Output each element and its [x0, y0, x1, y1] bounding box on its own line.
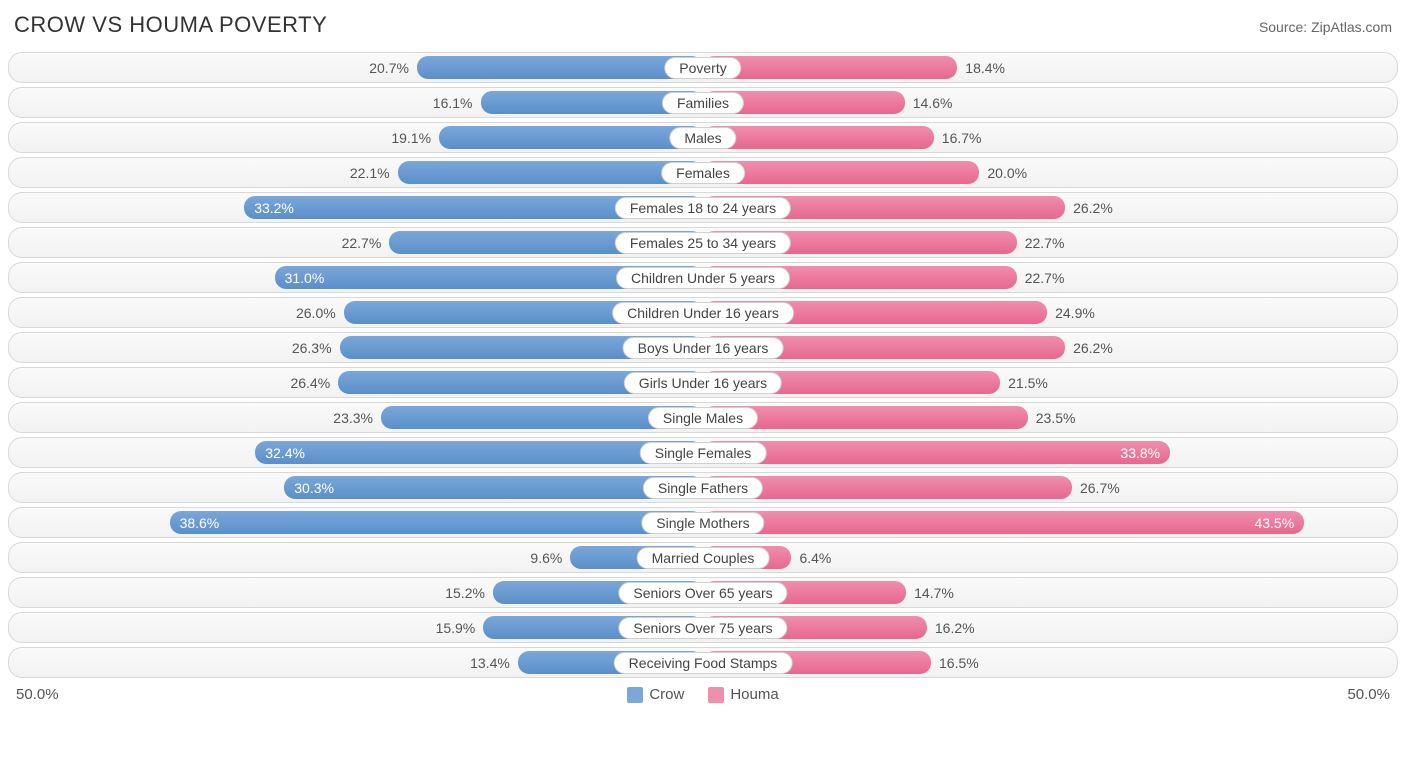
category-label: Single Females: [640, 442, 767, 464]
bar-left: [439, 126, 703, 149]
legend-label: Crow: [649, 686, 684, 703]
bar-left: [417, 56, 703, 79]
category-label: Seniors Over 75 years: [618, 617, 787, 639]
chart-row: 26.3% 26.2% Boys Under 16 years: [8, 332, 1398, 363]
value-left: 26.3%: [292, 340, 332, 356]
category-label: Children Under 16 years: [612, 302, 794, 324]
value-left: 26.4%: [290, 375, 330, 391]
chart-row: 20.7% 18.4% Poverty: [8, 52, 1398, 83]
value-right: 26.2%: [1073, 200, 1113, 216]
category-label: Children Under 5 years: [616, 267, 790, 289]
bar-left: [255, 441, 703, 464]
chart-row: 26.4% 21.5% Girls Under 16 years: [8, 367, 1398, 398]
value-right: 14.6%: [913, 95, 953, 111]
category-label: Families: [662, 92, 744, 114]
chart-row: 33.2% 26.2% Females 18 to 24 years: [8, 192, 1398, 223]
chart-row: 19.1% 16.7% Males: [8, 122, 1398, 153]
diverging-bar-chart: 20.7% 18.4% Poverty 16.1% 14.6% Families 19.1%…: [8, 52, 1398, 678]
value-right: 18.4%: [965, 60, 1005, 76]
value-left: 30.3%: [294, 480, 334, 496]
value-left: 19.1%: [391, 130, 431, 146]
value-right: 16.5%: [939, 655, 979, 671]
value-left: 32.4%: [265, 445, 305, 461]
value-left: 38.6%: [180, 515, 220, 531]
legend-item: Crow: [627, 686, 684, 703]
category-label: Males: [669, 127, 736, 149]
value-right: 22.7%: [1025, 270, 1065, 286]
chart-title: CROW VS HOUMA POVERTY: [14, 12, 327, 38]
legend-item: Houma: [708, 686, 778, 703]
legend: Crow Houma: [627, 686, 778, 703]
value-right: 16.7%: [942, 130, 982, 146]
category-label: Single Mothers: [641, 512, 764, 534]
value-right: 43.5%: [1254, 515, 1294, 531]
legend-label: Houma: [730, 686, 778, 703]
value-left: 33.2%: [254, 200, 294, 216]
value-right: 33.8%: [1120, 445, 1160, 461]
chart-row: 31.0% 22.7% Children Under 5 years: [8, 262, 1398, 293]
value-left: 16.1%: [433, 95, 473, 111]
value-left: 26.0%: [296, 305, 336, 321]
value-right: 6.4%: [799, 550, 831, 566]
value-left: 22.7%: [342, 235, 382, 251]
value-left: 23.3%: [333, 410, 373, 426]
category-label: Females: [661, 162, 745, 184]
chart-source: Source: ZipAtlas.com: [1259, 19, 1392, 35]
bar-right: [703, 126, 934, 149]
category-label: Single Fathers: [643, 477, 763, 499]
chart-footer: 50.0% Crow Houma 50.0%: [8, 682, 1398, 703]
axis-right-max: 50.0%: [1347, 686, 1390, 703]
category-label: Married Couples: [637, 547, 770, 569]
value-left: 15.2%: [445, 585, 485, 601]
value-right: 20.0%: [987, 165, 1027, 181]
value-right: 24.9%: [1055, 305, 1095, 321]
chart-row: 16.1% 14.6% Families: [8, 87, 1398, 118]
value-right: 21.5%: [1008, 375, 1048, 391]
legend-swatch: [708, 687, 724, 703]
chart-row: 15.2% 14.7% Seniors Over 65 years: [8, 577, 1398, 608]
value-right: 22.7%: [1025, 235, 1065, 251]
chart-row: 22.7% 22.7% Females 25 to 34 years: [8, 227, 1398, 258]
bar-right: [703, 511, 1304, 534]
chart-row: 32.4% 33.8% Single Females: [8, 437, 1398, 468]
chart-row: 9.6% 6.4% Married Couples: [8, 542, 1398, 573]
value-left: 22.1%: [350, 165, 390, 181]
chart-row: 26.0% 24.9% Children Under 16 years: [8, 297, 1398, 328]
category-label: Seniors Over 65 years: [618, 582, 787, 604]
chart-row: 13.4% 16.5% Receiving Food Stamps: [8, 647, 1398, 678]
value-right: 26.7%: [1080, 480, 1120, 496]
chart-row: 30.3% 26.7% Single Fathers: [8, 472, 1398, 503]
chart-row: 38.6% 43.5% Single Mothers: [8, 507, 1398, 538]
chart-row: 15.9% 16.2% Seniors Over 75 years: [8, 612, 1398, 643]
category-label: Single Males: [648, 407, 758, 429]
chart-row: 23.3% 23.5% Single Males: [8, 402, 1398, 433]
bar-left: [284, 476, 703, 499]
bar-left: [170, 511, 703, 534]
category-label: Poverty: [664, 57, 741, 79]
value-right: 23.5%: [1036, 410, 1076, 426]
axis-left-max: 50.0%: [16, 686, 59, 703]
category-label: Girls Under 16 years: [624, 372, 782, 394]
value-right: 26.2%: [1073, 340, 1113, 356]
category-label: Females 25 to 34 years: [615, 232, 791, 254]
value-left: 20.7%: [369, 60, 409, 76]
value-left: 31.0%: [285, 270, 325, 286]
category-label: Receiving Food Stamps: [614, 652, 793, 674]
value-left: 15.9%: [436, 620, 476, 636]
value-right: 16.2%: [935, 620, 975, 636]
legend-swatch: [627, 687, 643, 703]
bar-left: [398, 161, 703, 184]
bar-right: [703, 441, 1170, 464]
value-right: 14.7%: [914, 585, 954, 601]
category-label: Boys Under 16 years: [623, 337, 784, 359]
chart-row: 22.1% 20.0% Females: [8, 157, 1398, 188]
value-left: 13.4%: [470, 655, 510, 671]
value-left: 9.6%: [530, 550, 562, 566]
chart-header: CROW VS HOUMA POVERTY Source: ZipAtlas.c…: [8, 12, 1398, 52]
category-label: Females 18 to 24 years: [615, 197, 791, 219]
